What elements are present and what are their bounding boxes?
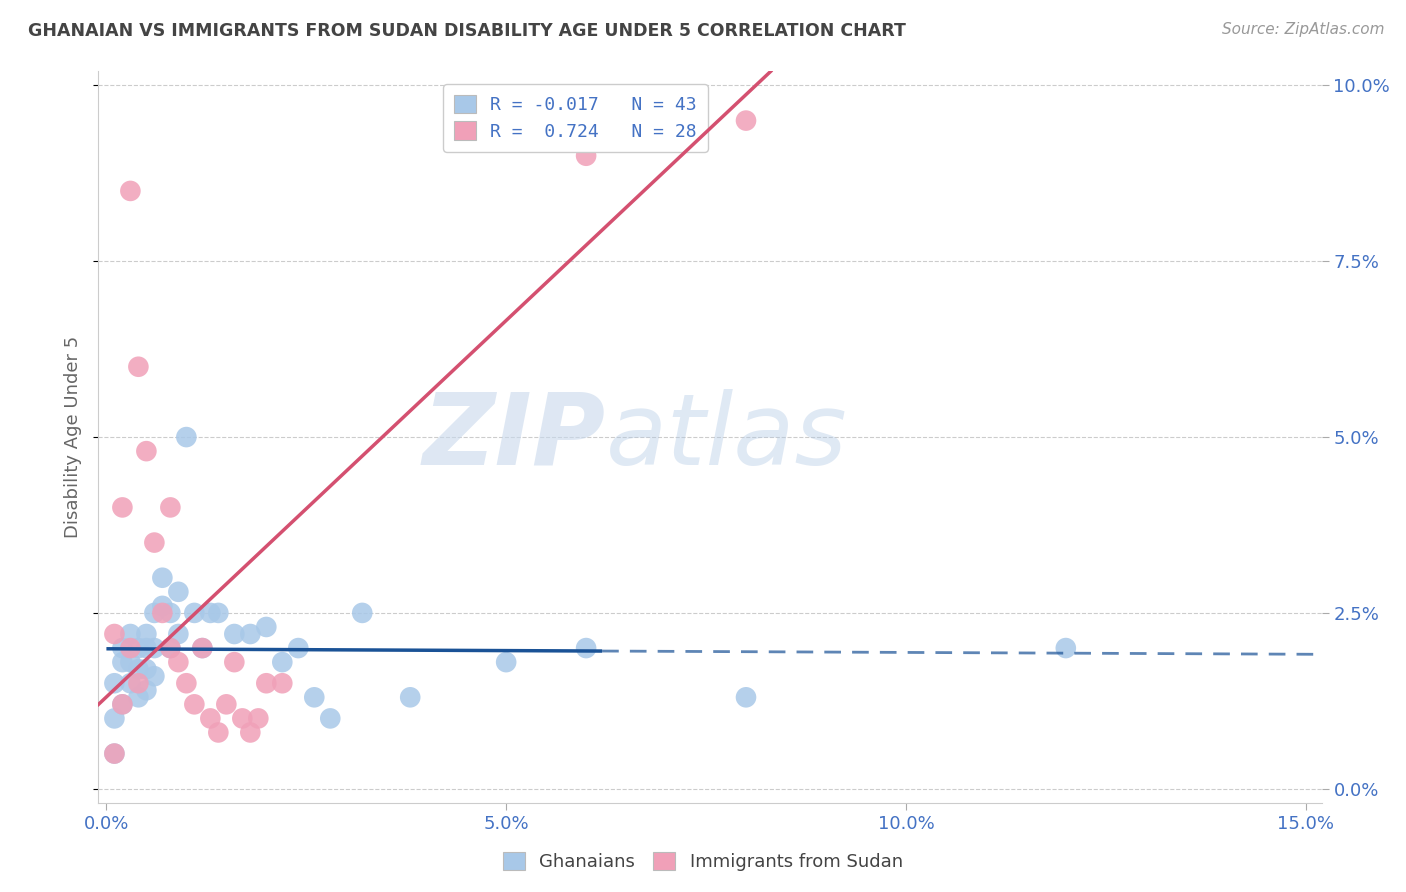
Point [111,641,134,656]
Point [1054,641,1077,656]
Point [143,606,166,620]
Point [319,711,342,725]
Point [239,627,262,641]
Point [207,725,229,739]
Point [495,655,517,669]
Point [271,655,294,669]
Point [159,641,181,656]
Point [150,571,173,585]
Point [176,676,198,690]
Point [127,359,149,374]
Point [735,690,758,705]
Text: Source: ZipAtlas.com: Source: ZipAtlas.com [1222,22,1385,37]
Y-axis label: Disability Age Under 5: Disability Age Under 5 [65,336,83,538]
Point [239,725,262,739]
Point [200,606,222,620]
Point [254,620,277,634]
Point [143,535,166,549]
Point [111,655,134,669]
Point [183,698,205,712]
Text: GHANAIAN VS IMMIGRANTS FROM SUDAN DISABILITY AGE UNDER 5 CORRELATION CHART: GHANAIAN VS IMMIGRANTS FROM SUDAN DISABI… [28,22,905,40]
Point [103,711,125,725]
Point [159,606,181,620]
Point [575,149,598,163]
Point [103,747,125,761]
Point [200,711,222,725]
Point [215,698,238,712]
Point [103,747,125,761]
Text: ZIP: ZIP [423,389,606,485]
Point [224,627,246,641]
Point [120,655,142,669]
Point [304,690,326,705]
Point [135,641,157,656]
Point [575,641,598,656]
Point [127,676,149,690]
Point [120,676,142,690]
Point [352,606,374,620]
Point [167,584,190,599]
Point [143,641,166,656]
Point [127,690,149,705]
Point [111,500,134,515]
Point [176,430,198,444]
Point [150,599,173,613]
Point [120,641,142,656]
Point [135,683,157,698]
Legend: R = -0.017   N = 43, R =  0.724   N = 28: R = -0.017 N = 43, R = 0.724 N = 28 [443,84,707,152]
Point [271,676,294,690]
Point [111,698,134,712]
Point [135,662,157,676]
Point [127,641,149,656]
Point [191,641,214,656]
Point [135,444,157,458]
Point [231,711,253,725]
Point [207,606,229,620]
Point [735,113,758,128]
Point [111,698,134,712]
Point [127,662,149,676]
Point [103,676,125,690]
Point [159,500,181,515]
Point [254,676,277,690]
Point [399,690,422,705]
Point [224,655,246,669]
Point [247,711,270,725]
Text: atlas: atlas [606,389,848,485]
Point [159,641,181,656]
Point [167,627,190,641]
Legend: Ghanaians, Immigrants from Sudan: Ghanaians, Immigrants from Sudan [496,845,910,879]
Point [143,669,166,683]
Point [287,641,309,656]
Point [167,655,190,669]
Point [120,627,142,641]
Point [120,184,142,198]
Point [135,627,157,641]
Point [150,606,173,620]
Point [183,606,205,620]
Point [103,627,125,641]
Point [191,641,214,656]
